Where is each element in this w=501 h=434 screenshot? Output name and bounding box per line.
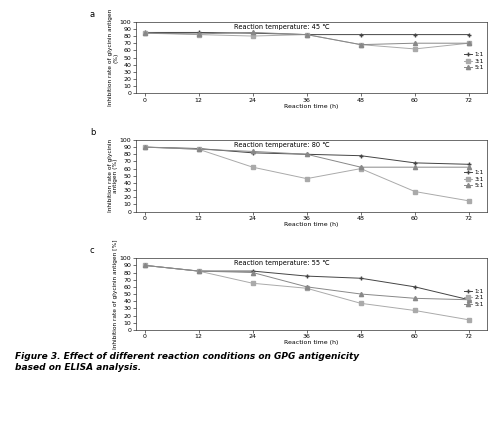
5:1 bbox=[411, 164, 417, 170]
Line: 1:1: 1:1 bbox=[142, 145, 470, 166]
1:1 bbox=[357, 276, 363, 281]
X-axis label: Reaction time (h): Reaction time (h) bbox=[284, 340, 338, 345]
1:1 bbox=[303, 273, 309, 279]
2:1 bbox=[303, 286, 309, 291]
5:1 bbox=[141, 263, 147, 268]
5:1 bbox=[195, 31, 201, 36]
5:1 bbox=[195, 269, 201, 274]
5:1 bbox=[303, 284, 309, 289]
3:1 bbox=[357, 166, 363, 171]
5:1 bbox=[411, 41, 417, 46]
Text: Reaction temperature: 55 ℃: Reaction temperature: 55 ℃ bbox=[233, 260, 329, 266]
5:1 bbox=[249, 149, 255, 154]
Line: 5:1: 5:1 bbox=[142, 30, 470, 47]
1:1 bbox=[141, 263, 147, 268]
1:1 bbox=[411, 160, 417, 165]
5:1 bbox=[357, 291, 363, 296]
Legend: 1:1, 2:1, 5:1: 1:1, 2:1, 5:1 bbox=[460, 286, 485, 309]
5:1 bbox=[195, 147, 201, 152]
Text: b: b bbox=[90, 128, 95, 137]
3:1 bbox=[411, 189, 417, 194]
1:1 bbox=[141, 30, 147, 35]
5:1 bbox=[357, 164, 363, 170]
2:1 bbox=[141, 263, 147, 268]
5:1 bbox=[465, 41, 471, 46]
3:1 bbox=[357, 42, 363, 47]
Text: a: a bbox=[90, 10, 95, 19]
3:1 bbox=[465, 41, 471, 46]
1:1 bbox=[411, 32, 417, 37]
1:1 bbox=[249, 30, 255, 36]
1:1 bbox=[195, 30, 201, 35]
5:1 bbox=[249, 30, 255, 35]
1:1 bbox=[303, 151, 309, 157]
Text: Reaction temperature: 45 ℃: Reaction temperature: 45 ℃ bbox=[233, 24, 329, 30]
Line: 3:1: 3:1 bbox=[142, 145, 470, 203]
Y-axis label: Inhibition rate of glycinin antigen
(%): Inhibition rate of glycinin antigen (%) bbox=[107, 9, 118, 106]
Y-axis label: Inhibition rate of glycinin
antigen (%): Inhibition rate of glycinin antigen (%) bbox=[107, 139, 118, 212]
3:1 bbox=[303, 32, 309, 37]
1:1 bbox=[141, 145, 147, 150]
5:1 bbox=[141, 145, 147, 150]
3:1 bbox=[195, 32, 201, 37]
5:1 bbox=[303, 32, 309, 37]
1:1 bbox=[465, 162, 471, 167]
Line: 2:1: 2:1 bbox=[142, 263, 470, 322]
1:1 bbox=[195, 146, 201, 151]
3:1 bbox=[249, 164, 255, 170]
3:1 bbox=[411, 46, 417, 52]
Legend: 1:1, 3:1, 5:1: 1:1, 3:1, 5:1 bbox=[460, 168, 485, 191]
2:1 bbox=[195, 269, 201, 274]
1:1 bbox=[357, 153, 363, 158]
5:1 bbox=[249, 270, 255, 275]
3:1 bbox=[303, 176, 309, 181]
X-axis label: Reaction time (h): Reaction time (h) bbox=[284, 222, 338, 227]
1:1 bbox=[249, 150, 255, 155]
Y-axis label: Inhibition rate of glycinin antigen [%]: Inhibition rate of glycinin antigen [%] bbox=[113, 239, 118, 349]
2:1 bbox=[249, 281, 255, 286]
2:1 bbox=[357, 301, 363, 306]
Line: 1:1: 1:1 bbox=[142, 263, 470, 302]
1:1 bbox=[357, 32, 363, 37]
1:1 bbox=[195, 269, 201, 274]
3:1 bbox=[465, 198, 471, 204]
3:1 bbox=[195, 147, 201, 152]
Text: c: c bbox=[90, 247, 94, 255]
3:1 bbox=[249, 33, 255, 39]
5:1 bbox=[357, 42, 363, 47]
1:1 bbox=[411, 284, 417, 289]
3:1 bbox=[141, 30, 147, 36]
2:1 bbox=[465, 317, 471, 322]
Line: 3:1: 3:1 bbox=[142, 31, 470, 51]
Text: Figure 3. Effect of different reaction conditions on GPG antigenicity
based on E: Figure 3. Effect of different reaction c… bbox=[15, 352, 359, 372]
1:1 bbox=[249, 269, 255, 274]
Text: Reaction temperature: 80 ℃: Reaction temperature: 80 ℃ bbox=[233, 142, 329, 148]
Line: 5:1: 5:1 bbox=[142, 145, 470, 169]
5:1 bbox=[411, 296, 417, 301]
X-axis label: Reaction time (h): Reaction time (h) bbox=[284, 104, 338, 109]
1:1 bbox=[303, 32, 309, 37]
5:1 bbox=[303, 151, 309, 157]
1:1 bbox=[465, 32, 471, 37]
3:1 bbox=[141, 145, 147, 150]
Line: 1:1: 1:1 bbox=[142, 30, 470, 37]
2:1 bbox=[411, 308, 417, 313]
5:1 bbox=[465, 297, 471, 302]
Legend: 1:1, 3:1, 5:1: 1:1, 3:1, 5:1 bbox=[460, 50, 485, 72]
1:1 bbox=[465, 297, 471, 302]
Line: 5:1: 5:1 bbox=[142, 263, 470, 302]
5:1 bbox=[465, 164, 471, 170]
5:1 bbox=[141, 30, 147, 36]
